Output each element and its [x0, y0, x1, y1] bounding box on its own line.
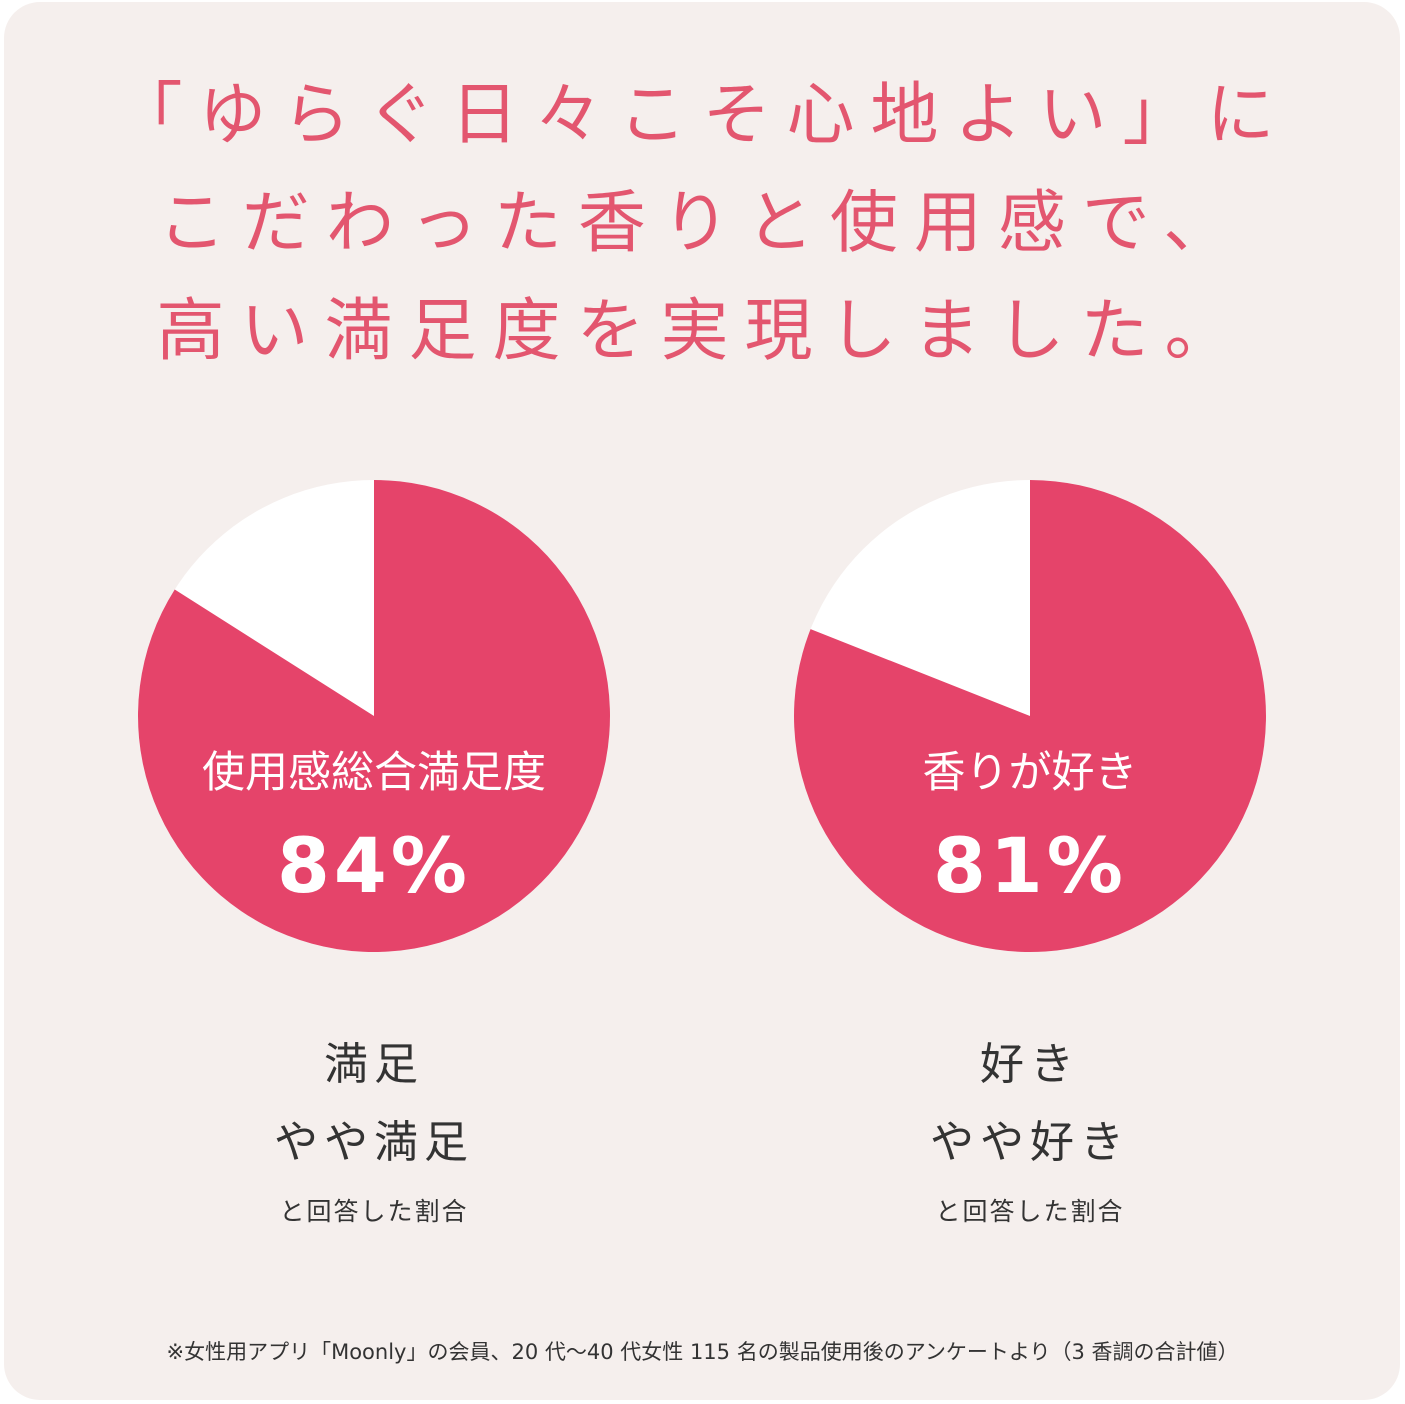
headline-line-3: 高い満足度を実現しました。: [156, 292, 1249, 371]
caption-scent: 好き やや好き と回答した割合: [780, 1026, 1280, 1234]
caption-line-2: やや満足: [274, 1117, 474, 1168]
pie-label: 使用感総合満足度: [202, 748, 546, 798]
caption-line-1: 好き: [980, 1039, 1080, 1090]
pie-slice-value: [137, 480, 610, 952]
pie-slice-value: [793, 480, 1266, 952]
pie-chart-scent: 香りが好き 81%: [793, 480, 1266, 952]
caption-note: と回答した割合: [279, 1197, 469, 1226]
caption-line-2: やや好き: [930, 1117, 1130, 1168]
headline-line-2: こだわった香りと使用感で、: [157, 184, 1248, 263]
caption-line-1: 満足: [324, 1039, 424, 1090]
pie-label: 香りが好き: [923, 748, 1138, 798]
footnote: ※女性用アプリ「Moonly」の会員、20 代〜40 代女性 115 名の製品使…: [166, 1340, 1239, 1364]
headline-line-1: 「ゆらぐ日々こそ心地よい」に: [114, 76, 1291, 155]
pie-value: 84%: [277, 821, 471, 910]
caption-note: と回答した割合: [935, 1197, 1125, 1226]
pie-value: 81%: [933, 821, 1127, 910]
pie-chart-usage: 使用感総合満足度 84%: [137, 480, 610, 952]
caption-usage: 満足 やや満足 と回答した割合: [124, 1026, 624, 1234]
headline: 「ゆらぐ日々こそ心地よい」に こだわった香りと使用感で、 高い満足度を実現しまし…: [0, 62, 1405, 386]
